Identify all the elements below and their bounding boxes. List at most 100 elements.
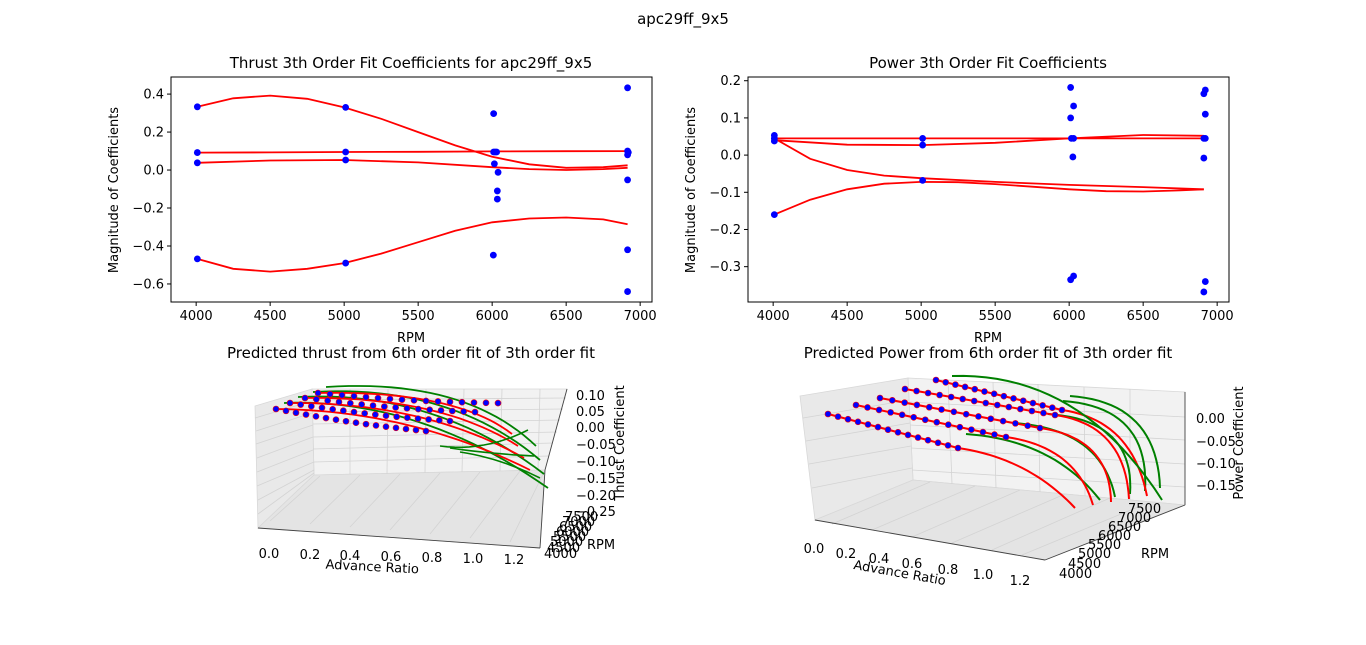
- data-point: [490, 160, 498, 168]
- z-tick-label: −0.05: [576, 438, 616, 453]
- data-point: [824, 410, 832, 418]
- thrust-coef-xlabel: RPM: [397, 331, 425, 346]
- data-point: [770, 211, 778, 219]
- data-point: [436, 416, 443, 424]
- panel-power-coefficients: Power 3th Order Fit Coefficients 4000 450…: [684, 54, 1234, 346]
- pred-thrust-axis-lines: [257, 388, 568, 549]
- data-point: [932, 376, 940, 384]
- data-point: [854, 418, 862, 426]
- data-point: [458, 398, 466, 406]
- x-tick-label: 6000: [1053, 309, 1086, 324]
- data-point: [1010, 395, 1017, 402]
- data-point: [921, 416, 929, 424]
- data-point: [350, 408, 358, 416]
- data-point: [624, 288, 631, 295]
- x-tick-label: 1.2: [504, 553, 525, 568]
- data-point: [956, 423, 964, 431]
- data-point: [313, 396, 320, 403]
- data-point: [952, 381, 959, 388]
- red-fit-curve: [827, 413, 1076, 509]
- data-point: [959, 395, 966, 403]
- z-tick-label: 0.00: [576, 421, 605, 436]
- data-point: [332, 416, 340, 423]
- z-tick-label: −0.10: [1196, 457, 1236, 472]
- y-tick-label: 5500: [553, 530, 586, 545]
- data-point: [489, 251, 497, 259]
- thrust-coef-axes: 4000 4500 5000 5500 6000 6500 7000 −0.6 −0.4 −0.2…: [132, 88, 656, 324]
- data-point: [342, 259, 350, 267]
- green-fit-curve: [459, 451, 541, 479]
- data-point: [324, 397, 331, 404]
- data-point: [302, 411, 310, 418]
- data-point: [933, 418, 941, 426]
- data-point: [1017, 405, 1024, 413]
- data-point: [470, 399, 478, 406]
- x-tick-label: 1.0: [463, 552, 484, 567]
- data-point: [342, 148, 350, 156]
- data-point: [382, 423, 390, 430]
- data-point: [919, 134, 927, 142]
- data-point: [193, 149, 201, 156]
- y-tick-label: −0.3: [709, 260, 741, 275]
- data-point: [426, 406, 433, 414]
- data-point: [1036, 424, 1044, 432]
- data-point: [874, 423, 882, 431]
- power-coef-fit-lines: [773, 134, 1204, 216]
- panel-predicted-thrust-3d: Predicted thrust from 6th order fit of 3…: [227, 344, 628, 577]
- data-point: [490, 110, 498, 118]
- data-point: [1200, 288, 1208, 296]
- data-point: [1201, 86, 1209, 94]
- data-point: [372, 411, 379, 418]
- data-point: [1028, 407, 1036, 415]
- power-coef-title: Power 3th Order Fit Coefficients: [869, 54, 1107, 72]
- data-point: [449, 407, 456, 415]
- data-point: [340, 407, 347, 415]
- data-point: [975, 413, 982, 420]
- data-point: [392, 404, 399, 411]
- data-point: [1000, 392, 1008, 400]
- data-point: [1070, 102, 1077, 110]
- data-point: [894, 429, 902, 436]
- data-point: [342, 417, 350, 425]
- y-tick-label: 7500: [565, 510, 598, 525]
- y-tick-label: 5000: [1078, 547, 1111, 562]
- green-fit-curve: [951, 374, 1163, 501]
- data-point: [393, 413, 400, 421]
- data-point: [624, 176, 631, 184]
- z-tick-label: −0.05: [1196, 435, 1236, 450]
- data-point: [884, 426, 892, 433]
- data-point: [352, 419, 360, 427]
- x-tick-label: 0.4: [869, 552, 890, 567]
- x-tick-label: 0.4: [340, 549, 361, 564]
- power-coef-points: [770, 84, 1209, 296]
- data-point: [901, 399, 908, 406]
- data-point: [404, 414, 411, 422]
- data-point: [919, 141, 927, 149]
- green-fit-curve: [1069, 395, 1161, 489]
- data-point: [347, 399, 354, 407]
- pred-thrust-title: Predicted thrust from 6th order fit of 3…: [227, 344, 595, 362]
- y-tick-label: 0.1: [720, 111, 741, 126]
- z-tick-label: 0.00: [1196, 412, 1225, 427]
- data-point: [292, 409, 300, 417]
- data-point: [493, 195, 501, 203]
- green-fit-curve: [449, 447, 535, 457]
- data-point: [1201, 110, 1209, 118]
- data-point: [361, 410, 368, 417]
- y-tick-label: −0.4: [132, 239, 164, 254]
- x-tick-label: 4500: [831, 309, 864, 324]
- data-point: [1201, 134, 1209, 142]
- data-point: [362, 393, 370, 401]
- data-point: [904, 431, 912, 439]
- data-point: [875, 406, 883, 414]
- y-tick-label: 0.2: [720, 74, 741, 89]
- x-tick-label: 0.0: [804, 542, 825, 557]
- data-point: [1002, 433, 1010, 441]
- data-point: [314, 389, 322, 397]
- data-point: [1049, 404, 1056, 411]
- data-point: [342, 156, 350, 164]
- y-tick-label: 4500: [1068, 557, 1101, 572]
- data-point: [924, 389, 932, 397]
- data-point: [308, 402, 315, 410]
- data-point: [335, 398, 343, 406]
